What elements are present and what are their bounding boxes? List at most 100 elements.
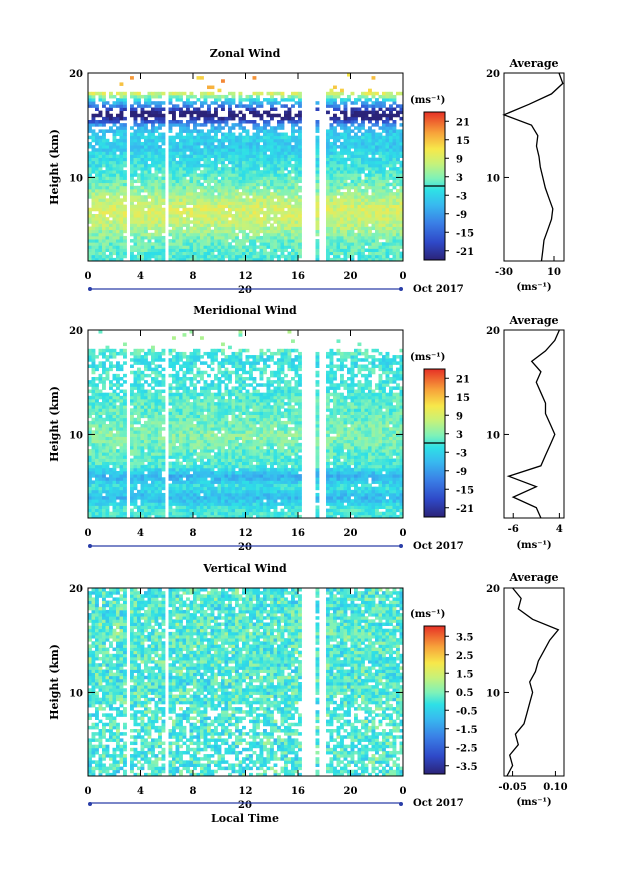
- heatmap-cell: [368, 160, 372, 165]
- heatmap-cell: [350, 107, 355, 111]
- heatmap-cell: [336, 489, 341, 494]
- heatmap-cell: [245, 514, 250, 519]
- heatmap-cell: [214, 129, 218, 133]
- heatmap-cell: [256, 477, 260, 481]
- heatmap-cell: [203, 91, 208, 96]
- heatmap-cell: [224, 151, 229, 155]
- heatmap-cell: [270, 141, 274, 146]
- heatmap-cell: [168, 110, 173, 115]
- heatmap-cell: [161, 179, 166, 184]
- heatmap-cell: [140, 505, 145, 509]
- heatmap-cell: [175, 120, 180, 124]
- heatmap-cell: [217, 129, 222, 133]
- heatmap-cell: [350, 204, 355, 209]
- heatmap-cell: [228, 486, 232, 491]
- heatmap-cell: [364, 217, 369, 221]
- heatmap-cell: [298, 214, 302, 218]
- heatmap-cell: [259, 113, 264, 118]
- heatmap-cell: [154, 477, 159, 481]
- heatmap-cell: [350, 214, 355, 218]
- heatmap-cell: [203, 145, 208, 149]
- heatmap-cell: [347, 220, 351, 224]
- heatmap-cell: [109, 229, 113, 234]
- heatmap-cell: [137, 505, 141, 509]
- heatmap-cell: [336, 505, 341, 509]
- heatmap-cell: [340, 251, 344, 256]
- heatmap-cell: [102, 145, 106, 149]
- heatmap-cell: [336, 188, 341, 193]
- heatmap-cell: [151, 508, 155, 513]
- heatmap-cell: [371, 157, 376, 162]
- heatmap-cell: [147, 217, 152, 221]
- heatmap-cell: [154, 210, 159, 215]
- heatmap-cell: [287, 160, 292, 165]
- heatmap-cell: [210, 163, 215, 168]
- heatmap-cell: [399, 170, 404, 174]
- heatmap-cell: [88, 229, 92, 234]
- heatmap-cell: [196, 201, 201, 205]
- heatmap-cell: [238, 254, 243, 259]
- heatmap-cell: [263, 160, 267, 165]
- heatmap-cell: [277, 120, 281, 124]
- heatmap-cell: [130, 91, 134, 96]
- heatmap-cell: [140, 116, 145, 121]
- heatmap-cell: [333, 176, 337, 180]
- heatmap-cell: [200, 496, 204, 500]
- heatmap-cell: [196, 226, 201, 231]
- heatmap-cell: [133, 214, 138, 218]
- heatmap-cell: [259, 502, 264, 506]
- heatmap-cell: [200, 132, 204, 137]
- heatmap-cell: [242, 98, 246, 102]
- heatmap-cell: [207, 116, 211, 121]
- heatmap-cell: [196, 148, 201, 152]
- heatmap-cell: [294, 477, 299, 481]
- heatmap-cell: [119, 220, 124, 224]
- heatmap-cell: [130, 76, 134, 80]
- heatmap-cell: [371, 141, 376, 146]
- heatmap-cell: [336, 167, 341, 171]
- heatmap-cell: [102, 242, 106, 246]
- heatmap-cell: [91, 496, 96, 500]
- heatmap-cell: [284, 182, 288, 187]
- heatmap-cell: [389, 489, 393, 494]
- heatmap-cell: [189, 239, 194, 243]
- heatmap-cell: [179, 210, 183, 215]
- heatmap-cell: [203, 101, 208, 105]
- heatmap-cell: [214, 201, 218, 205]
- heatmap-cell: [144, 145, 148, 149]
- heatmap-cell: [105, 204, 110, 209]
- heatmap-cell: [112, 173, 117, 177]
- heatmap-cell: [137, 257, 141, 262]
- heatmap-cell: [158, 135, 162, 140]
- heatmap-cell: [280, 508, 285, 513]
- heatmap-cell: [130, 148, 134, 152]
- heatmap-cell: [245, 167, 250, 171]
- heatmap-cell: [116, 207, 120, 212]
- heatmap-cell: [280, 489, 285, 494]
- heatmap-cell: [196, 477, 201, 481]
- heatmap-cell: [144, 223, 148, 227]
- heatmap-cell: [336, 210, 341, 215]
- heatmap-cell: [343, 192, 348, 196]
- heatmap-cell: [109, 502, 113, 506]
- heatmap-cell: [186, 185, 190, 190]
- heatmap-cell: [298, 496, 302, 500]
- heatmap-cell: [151, 242, 155, 246]
- heatmap-cell: [186, 254, 190, 259]
- heatmap-cell: [144, 163, 148, 168]
- heatmap-cell: [217, 505, 222, 509]
- heatmap-cell: [249, 239, 253, 243]
- heatmap-cell: [350, 182, 355, 187]
- heatmap-cell: [326, 145, 330, 149]
- heatmap-cell: [175, 173, 180, 177]
- heatmap-cell: [364, 176, 369, 180]
- heatmap-cell: [396, 170, 400, 174]
- heatmap-cell: [252, 235, 257, 240]
- heatmap-cell: [231, 185, 236, 190]
- heatmap-cell: [182, 474, 187, 478]
- heatmap-cell: [217, 220, 222, 224]
- heatmap-cell: [98, 188, 103, 193]
- heatmap-cell: [298, 173, 302, 177]
- heatmap-cell: [347, 120, 351, 124]
- heatmap-cell: [382, 499, 386, 503]
